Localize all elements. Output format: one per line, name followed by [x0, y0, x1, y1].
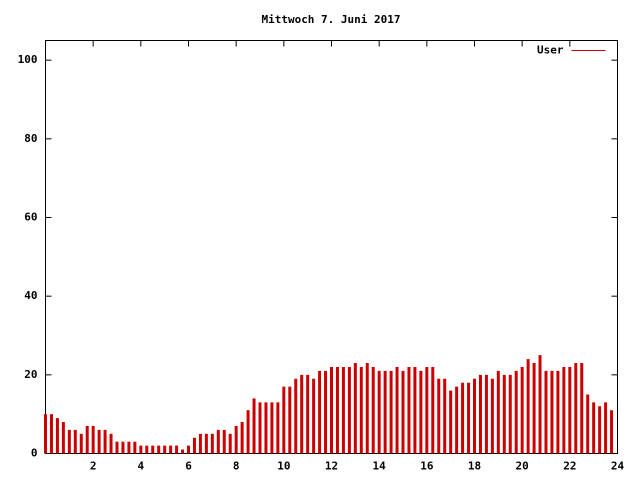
x-tick-label: 4 [138, 460, 145, 473]
x-tick-label: 18 [468, 460, 481, 473]
y-tick-label: 20 [24, 368, 37, 381]
x-tick-label: 24 [611, 460, 625, 473]
x-tick-label: 22 [563, 460, 576, 473]
y-tick-label: 60 [24, 211, 37, 224]
y-tick-label: 80 [24, 132, 37, 145]
x-tick-label: 12 [325, 460, 338, 473]
y-tick-label: 100 [18, 53, 38, 66]
x-tick-label: 10 [277, 460, 290, 473]
x-tick-label: 20 [516, 460, 529, 473]
y-tick-label: 0 [31, 447, 38, 460]
chart-title: Mittwoch 7. Juni 2017 [261, 13, 400, 26]
y-tick-label: 40 [24, 289, 37, 302]
x-tick-label: 16 [420, 460, 434, 473]
x-tick-label: 8 [233, 460, 240, 473]
x-tick-label: 2 [90, 460, 97, 473]
legend-label: User [537, 44, 564, 57]
x-tick-label: 14 [373, 460, 387, 473]
x-tick-label: 6 [185, 460, 192, 473]
